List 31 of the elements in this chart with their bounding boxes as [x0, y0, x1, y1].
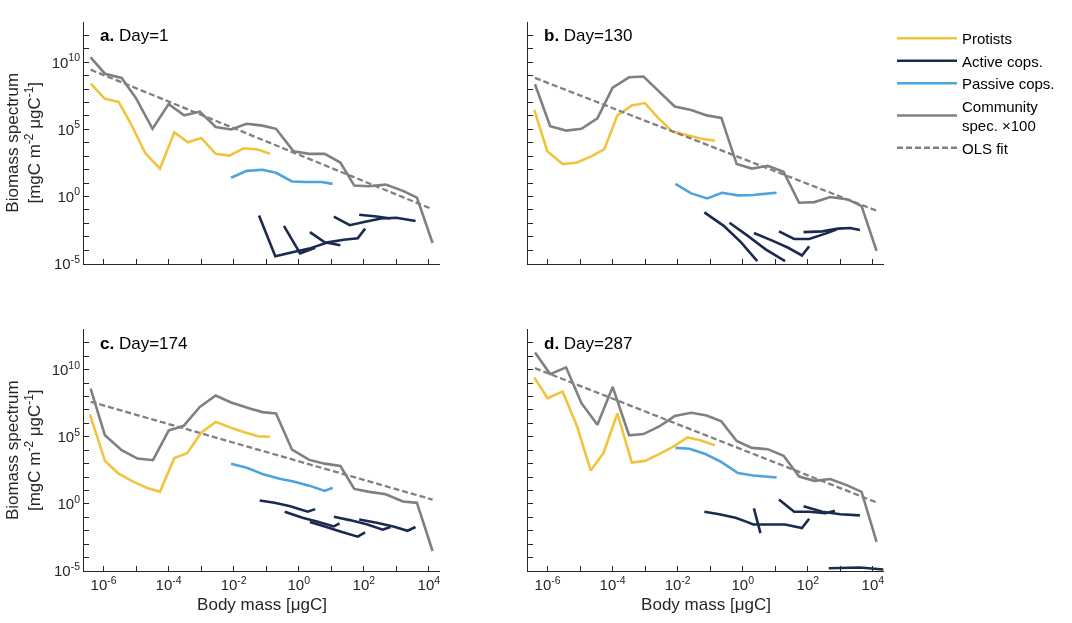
x-tick-label: 10$^{2}$: [352, 573, 376, 593]
y-tick-label: 10$^{-5}$: [53, 559, 81, 580]
legend-label: Active cops.: [962, 52, 1043, 70]
x-axis-title: Body mass [μgC]: [641, 595, 771, 615]
y-tick-label: 10$^{10}$: [51, 358, 81, 378]
chart-title: a. Day=1: [100, 26, 169, 45]
y-tick-label: 10$^{5}$: [57, 425, 81, 446]
y-tick-label: 10$^{5}$: [57, 118, 81, 138]
y-tick-label: 10$^{10}$: [51, 51, 81, 71]
legend-label: Community spec. ×100: [962, 97, 1039, 135]
x-axis-title: Body mass [μgC]: [197, 595, 327, 615]
legend-label: OLS fit: [962, 139, 1009, 157]
y-tick-label: 10$^{0}$: [57, 185, 81, 205]
x-tick-label: 10$^{2}$: [796, 573, 820, 593]
y-tick-label: 10$^{0}$: [57, 492, 81, 513]
chart-title: b. Day=130: [544, 26, 633, 45]
x-tick-label: 10$^{-2}$: [664, 573, 691, 593]
x-tick-label: 10$^{0}$: [731, 573, 755, 593]
x-tick-label: 10$^{-6}$: [90, 573, 117, 593]
x-tick-label: 10$^{4}$: [417, 573, 441, 593]
x-tick-label: 10$^{0}$: [287, 573, 311, 593]
x-tick-label: 10$^{-6}$: [534, 573, 561, 593]
chart-title: d. Day=287: [544, 334, 633, 353]
legend-label: Protists: [962, 30, 1013, 48]
x-tick-label: 10$^{-4}$: [599, 573, 626, 593]
chart-title: c. Day=174: [100, 334, 188, 353]
x-tick-label: 10$^{-2}$: [220, 573, 247, 593]
x-tick-label: 10$^{-4}$: [155, 573, 182, 593]
x-tick-label: 10$^{4}$: [861, 573, 885, 593]
legend-label: Passive cops.: [962, 75, 1055, 93]
y-tick-label: 10$^{-5}$: [53, 252, 81, 272]
